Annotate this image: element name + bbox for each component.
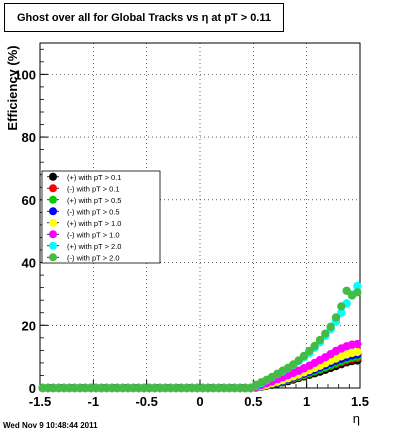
data-point [353, 288, 362, 297]
legend-marker [49, 230, 57, 239]
legend-label: (-) with pT > 2.0 [67, 253, 120, 262]
y-tick-label: 80 [22, 130, 36, 145]
y-tick-label: 20 [22, 318, 36, 333]
data-point [299, 351, 309, 361]
data-point [310, 341, 319, 351]
legend-marker [49, 218, 57, 227]
x-tick-label: 0.5 [244, 394, 262, 409]
x-axis-label: η [353, 411, 360, 426]
data-point [337, 302, 346, 311]
y-tick-label: 100 [14, 67, 36, 82]
y-tick-label: 0 [29, 381, 36, 396]
legend-marker [49, 172, 57, 181]
legend-label: (-) with pT > 0.1 [67, 184, 120, 193]
data-point [326, 322, 335, 332]
x-tick-label: -1 [88, 394, 100, 409]
legend-label: (-) with pT > 1.0 [67, 230, 120, 239]
legend-label: (+) with pT > 0.1 [67, 173, 121, 182]
legend-label: (+) with pT > 1.0 [67, 219, 121, 228]
chart-title: Ghost over all for Global Tracks vs η at… [16, 11, 271, 24]
legend-box [41, 170, 161, 264]
chart-title-box: Ghost over all for Global Tracks vs η at… [4, 3, 284, 32]
data-point [353, 339, 362, 349]
data-point [321, 329, 330, 338]
x-tick-label: -1.5 [29, 394, 51, 409]
legend-marker [49, 195, 57, 204]
y-tick-label: 60 [22, 193, 36, 208]
x-tick-label: 0 [196, 394, 203, 409]
data-series [38, 281, 362, 393]
data-point [331, 313, 341, 322]
y-tick-label: 40 [22, 256, 36, 271]
y-axis-label: Efficiency (%) [5, 45, 20, 130]
legend-label: (+) with pT > 2.0 [67, 242, 121, 251]
legend: (+) with pT > 0.1 (-) with pT > 0.1 (+) wi… [41, 170, 161, 264]
data-point [353, 347, 362, 357]
data-point [353, 281, 362, 291]
legend-label: (-) with pT > 0.5 [67, 207, 120, 216]
legend-marker [49, 184, 57, 193]
legend-marker [49, 207, 57, 216]
legend-marker [49, 253, 57, 262]
x-tick-label: 1.5 [351, 394, 369, 409]
timestamp: Wed Nov 9 10:48:44 2011 [3, 421, 98, 430]
legend-label: (+) with pT > 0.5 [67, 196, 121, 205]
data-point [315, 335, 325, 345]
x-tick-label: 1 [303, 394, 310, 409]
x-tick-label: -0.5 [135, 394, 157, 409]
legend-marker [49, 241, 57, 250]
data-point [305, 346, 314, 356]
